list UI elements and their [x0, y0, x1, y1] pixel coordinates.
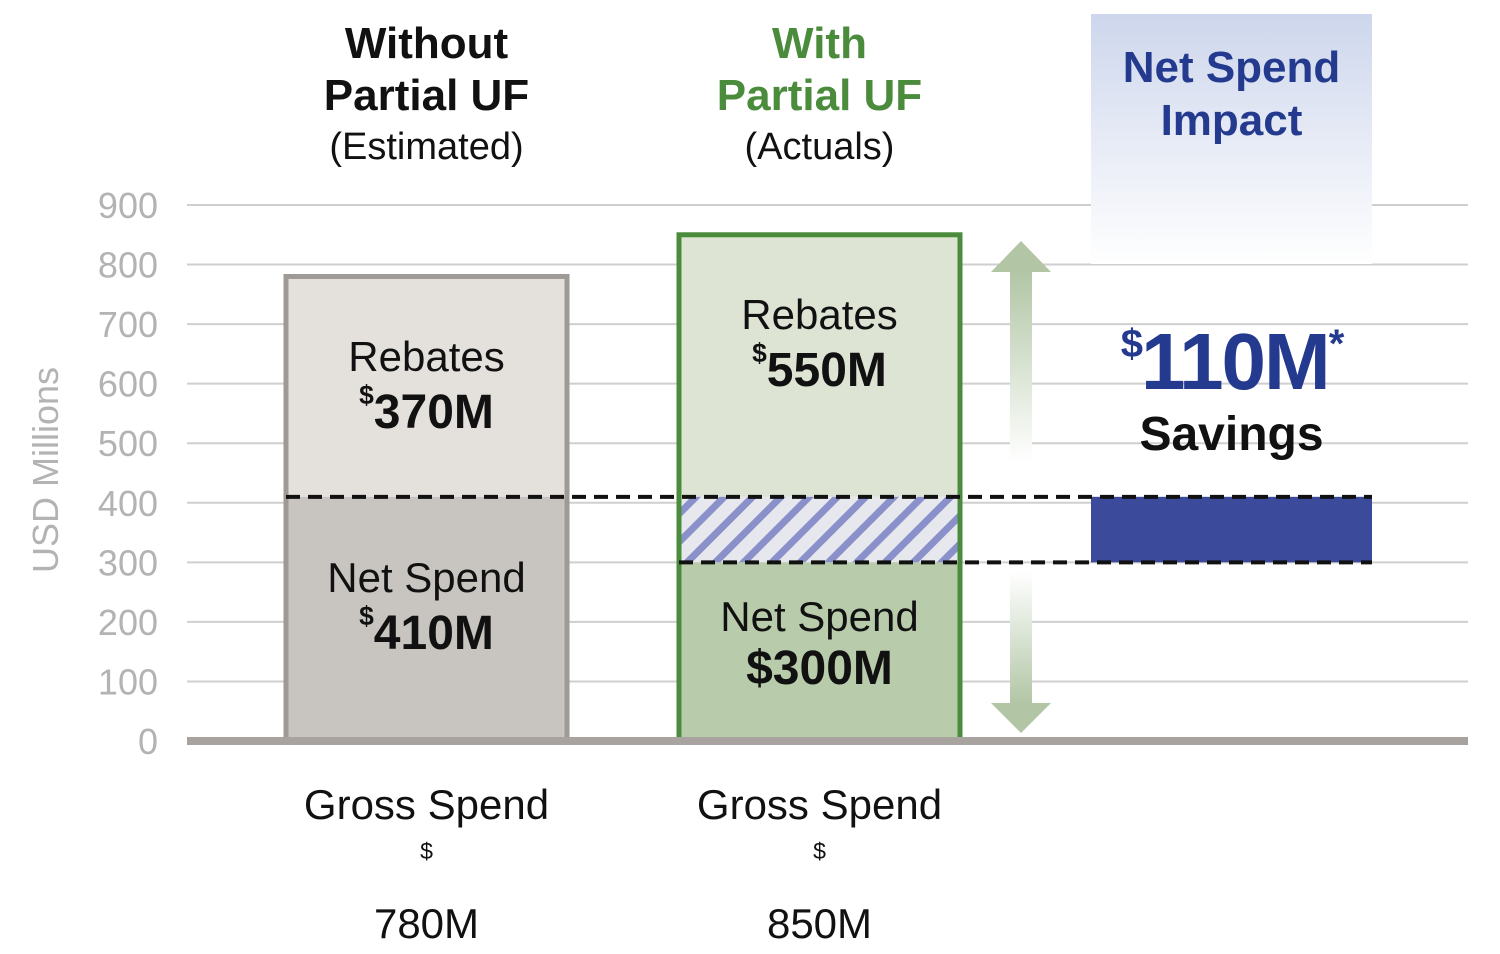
arrow-up-head: [991, 241, 1051, 272]
header-without: Without Partial UF (Estimated): [286, 19, 567, 168]
arrow-down-head: [991, 703, 1051, 733]
with-net-label: Net Spend $300M: [679, 593, 960, 698]
without-net-amount: 410M: [373, 606, 494, 660]
bar-with-net-spend: [679, 562, 960, 741]
arrow-up-shaft: [1010, 272, 1032, 462]
gross-without: Gross Spend $780M: [256, 776, 597, 954]
with-rebates-amount: 550M: [766, 343, 887, 397]
y-tick-700: 700: [98, 304, 158, 345]
gross-without-currency: $: [420, 837, 433, 864]
gross-without-label: Gross Spend: [303, 781, 550, 828]
without-net-value: $410M: [286, 601, 567, 662]
header-with: With Partial UF (Actuals): [679, 19, 960, 168]
savings-callout: $110M* Savings: [1091, 322, 1372, 464]
bar-impact-savings: [1091, 496, 1372, 563]
gross-with-currency: $: [813, 837, 826, 864]
savings-amount: $110M*: [1091, 322, 1372, 402]
gross-with-value: $850M: [649, 835, 990, 954]
y-tick-0: 0: [138, 721, 158, 762]
bar-with-rebates: [679, 234, 960, 497]
bar-without-net-spend: [286, 496, 567, 741]
without-rebates-amount: 370M: [373, 385, 494, 439]
arrow-down-shaft: [1010, 572, 1032, 704]
impact-panel-background: [1091, 14, 1372, 264]
gross-without-amount: 780M: [373, 900, 480, 948]
savings-footnote-mark: *: [1328, 322, 1345, 366]
without-net-label: Net Spend $410M: [286, 554, 567, 663]
gross-with-amount: 850M: [766, 900, 873, 948]
y-tick-800: 800: [98, 245, 158, 286]
header-with-line2: Partial UF: [716, 71, 923, 120]
without-net-currency: $: [359, 601, 374, 632]
y-axis-label: USD Millions: [25, 366, 66, 574]
savings-amount-value: 110M: [1140, 317, 1331, 406]
bar-without-rebates: [286, 276, 567, 497]
gross-with: Gross Spend $850M: [649, 776, 990, 954]
y-tick-100: 100: [98, 661, 158, 702]
header-with-line3: (Actuals): [744, 126, 895, 168]
without-rebates-label: Rebates $370M: [286, 333, 567, 442]
with-rebates-value: $550M: [679, 338, 960, 399]
with-rebates-title: Rebates: [741, 291, 898, 338]
gross-without-value: $780M: [256, 835, 597, 954]
without-net-title: Net Spend: [327, 554, 526, 601]
chart-svg: 0 100 200 300 400 500 600 700 800 900: [98, 185, 1468, 762]
with-net-title: Net Spend: [720, 593, 919, 640]
bar-with-hatched-savings: [679, 496, 960, 563]
without-rebates-currency: $: [359, 380, 374, 411]
gross-with-label: Gross Spend: [696, 781, 943, 828]
header-with-line1: With: [772, 19, 867, 68]
savings-currency: $: [1120, 322, 1143, 366]
without-rebates-value: $370M: [286, 380, 567, 441]
header-without-line3: (Estimated): [329, 126, 524, 168]
y-tick-500: 500: [98, 423, 158, 464]
with-rebates-label: Rebates $550M: [679, 291, 960, 400]
with-net-value: $300M: [746, 642, 893, 696]
without-rebates-title: Rebates: [348, 333, 505, 380]
y-tick-300: 300: [98, 542, 158, 583]
savings-label: Savings: [1139, 408, 1324, 461]
impact-title: Net Spend Impact: [1122, 43, 1341, 145]
y-tick-600: 600: [98, 364, 158, 405]
y-tick-900: 900: [98, 185, 158, 226]
header-without-line2: Partial UF: [323, 71, 530, 120]
header-without-line1: Without: [344, 19, 509, 68]
y-tick-400: 400: [98, 483, 158, 524]
y-tick-200: 200: [98, 602, 158, 643]
with-rebates-currency: $: [752, 338, 767, 369]
